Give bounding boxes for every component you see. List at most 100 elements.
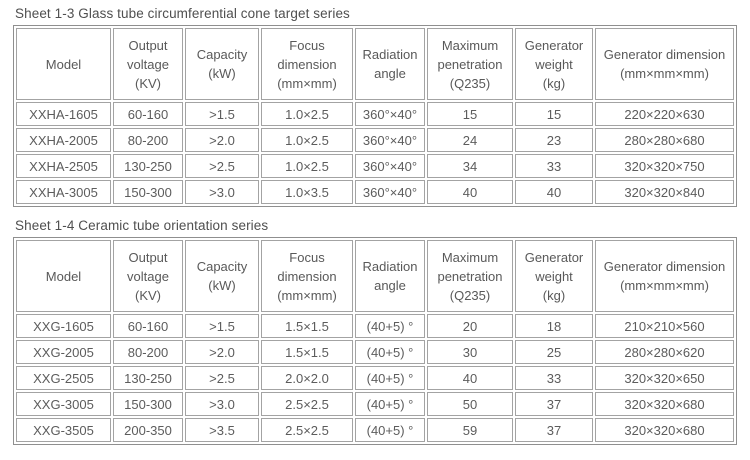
table-cell: XXHA-2505 bbox=[16, 154, 111, 178]
table-cell: 130-250 bbox=[113, 154, 183, 178]
header-row: Model Output voltage (KV) Capacity (kW) Focus d… bbox=[16, 240, 734, 312]
ceramic-tube-series-table: Model Output voltage (KV) Capacity (kW) Focus d… bbox=[13, 237, 737, 445]
table-cell: 24 bbox=[427, 128, 513, 152]
column-header: Model bbox=[16, 28, 111, 100]
table-cell: 1.0×2.5 bbox=[261, 102, 353, 126]
table-cell: 220×220×630 bbox=[595, 102, 734, 126]
table-cell: >3.5 bbox=[185, 418, 259, 442]
table-cell: 33 bbox=[515, 154, 593, 178]
table-cell: 320×320×680 bbox=[595, 392, 734, 416]
table-cell: 1.5×1.5 bbox=[261, 314, 353, 338]
table-row: XXHA-2505 130-250 >2.5 1.0×2.5 360°×40° 34 33 3… bbox=[16, 154, 734, 178]
column-header: Generator dimension (mm×mm×mm) bbox=[595, 28, 734, 100]
table-cell: 59 bbox=[427, 418, 513, 442]
table-row: XXG-2505 130-250 >2.5 2.0×2.0 (40+5) ° 40 33 32… bbox=[16, 366, 734, 390]
table-cell: 360°×40° bbox=[355, 154, 425, 178]
table-cell: (40+5) ° bbox=[355, 418, 425, 442]
column-header: Maximum penetration (Q235) bbox=[427, 240, 513, 312]
table-cell: 80-200 bbox=[113, 340, 183, 364]
table-row: XXG-1605 60-160 >1.5 1.5×1.5 (40+5) ° 20 18 210… bbox=[16, 314, 734, 338]
table-cell: >2.5 bbox=[185, 366, 259, 390]
table-cell: 2.5×2.5 bbox=[261, 392, 353, 416]
table-cell: (40+5) ° bbox=[355, 340, 425, 364]
table-cell: 360°×40° bbox=[355, 128, 425, 152]
sheet-1-3-title: Sheet 1-3 Glass tube circumferential con… bbox=[15, 6, 350, 21]
table-cell: >1.5 bbox=[185, 314, 259, 338]
table-cell: >2.5 bbox=[185, 154, 259, 178]
table-row: XXHA-2005 80-200 >2.0 1.0×2.5 360°×40° 24 23 28… bbox=[16, 128, 734, 152]
column-header: Radiation angle bbox=[355, 240, 425, 312]
table-cell: 23 bbox=[515, 128, 593, 152]
table-cell: 2.5×2.5 bbox=[261, 418, 353, 442]
table-cell: 40 bbox=[427, 180, 513, 204]
table-row: XXHA-1605 60-160 >1.5 1.0×2.5 360°×40° 15 15 22… bbox=[16, 102, 734, 126]
table-row: XXG-2005 80-200 >2.0 1.5×1.5 (40+5) ° 30 25 280… bbox=[16, 340, 734, 364]
column-header: Generator weight (kg) bbox=[515, 28, 593, 100]
header-row: Model Output voltage (KV) Capacity (kW) Focus d… bbox=[16, 28, 734, 100]
table-cell: 15 bbox=[427, 102, 513, 126]
table-cell: 320×320×840 bbox=[595, 180, 734, 204]
table-cell: XXG-2005 bbox=[16, 340, 111, 364]
table-cell: >3.0 bbox=[185, 392, 259, 416]
column-header: Model bbox=[16, 240, 111, 312]
table-cell: XXG-2505 bbox=[16, 366, 111, 390]
table-cell: 1.0×2.5 bbox=[261, 154, 353, 178]
table-cell: >2.0 bbox=[185, 128, 259, 152]
table-cell: 1.0×3.5 bbox=[261, 180, 353, 204]
table-cell: 60-160 bbox=[113, 314, 183, 338]
table-cell: 130-250 bbox=[113, 366, 183, 390]
table-cell: 18 bbox=[515, 314, 593, 338]
table-row: XXHA-3005 150-300 >3.0 1.0×3.5 360°×40° 40 40 3… bbox=[16, 180, 734, 204]
column-header: Capacity (kW) bbox=[185, 240, 259, 312]
table-cell: 50 bbox=[427, 392, 513, 416]
column-header: Output voltage (KV) bbox=[113, 240, 183, 312]
table-cell: 360°×40° bbox=[355, 102, 425, 126]
table-cell: 280×280×620 bbox=[595, 340, 734, 364]
table-cell: 1.5×1.5 bbox=[261, 340, 353, 364]
table-cell: 150-300 bbox=[113, 180, 183, 204]
table-cell: XXHA-2005 bbox=[16, 128, 111, 152]
table-row: XXG-3505 200-350 >3.5 2.5×2.5 (40+5) ° 59 37 32… bbox=[16, 418, 734, 442]
table-cell: 80-200 bbox=[113, 128, 183, 152]
table-cell: 33 bbox=[515, 366, 593, 390]
table-cell: 320×320×680 bbox=[595, 418, 734, 442]
table-cell: XXG-1605 bbox=[16, 314, 111, 338]
spec-sheet-page: Sheet 1-3 Glass tube circumferential con… bbox=[13, 6, 738, 445]
glass-tube-series-table: Model Output voltage (KV) Capacity (kW) Focus d… bbox=[13, 25, 737, 207]
table-row: XXG-3005 150-300 >3.0 2.5×2.5 (40+5) ° 50 37 32… bbox=[16, 392, 734, 416]
table-cell: XXG-3505 bbox=[16, 418, 111, 442]
table-cell: >1.5 bbox=[185, 102, 259, 126]
table-cell: 2.0×2.0 bbox=[261, 366, 353, 390]
table-cell: 150-300 bbox=[113, 392, 183, 416]
table-cell: 25 bbox=[515, 340, 593, 364]
table-cell: 320×320×750 bbox=[595, 154, 734, 178]
sheet-1-4-title: Sheet 1-4 Ceramic tube orientation serie… bbox=[15, 218, 269, 233]
table-cell: 37 bbox=[515, 392, 593, 416]
column-header: Focus dimension (mm×mm) bbox=[261, 28, 353, 100]
table-cell: 15 bbox=[515, 102, 593, 126]
table-cell: 40 bbox=[427, 366, 513, 390]
table-cell: 360°×40° bbox=[355, 180, 425, 204]
column-header: Generator dimension (mm×mm×mm) bbox=[595, 240, 734, 312]
table-cell: XXG-3005 bbox=[16, 392, 111, 416]
column-header: Maximum penetration (Q235) bbox=[427, 28, 513, 100]
table-cell: >3.0 bbox=[185, 180, 259, 204]
table-cell: 30 bbox=[427, 340, 513, 364]
column-header: Focus dimension (mm×mm) bbox=[261, 240, 353, 312]
column-header: Capacity (kW) bbox=[185, 28, 259, 100]
table-cell: 60-160 bbox=[113, 102, 183, 126]
table-cell: 320×320×650 bbox=[595, 366, 734, 390]
ceramic-tube-series-section: Sheet 1-4 Ceramic tube orientation serie… bbox=[13, 218, 738, 445]
table-cell: 280×280×680 bbox=[595, 128, 734, 152]
table-cell: 200-350 bbox=[113, 418, 183, 442]
glass-tube-series-section: Sheet 1-3 Glass tube circumferential con… bbox=[13, 6, 738, 207]
table-cell: 1.0×2.5 bbox=[261, 128, 353, 152]
table-cell: 34 bbox=[427, 154, 513, 178]
table-cell: XXHA-1605 bbox=[16, 102, 111, 126]
table-cell: 20 bbox=[427, 314, 513, 338]
table-cell: XXHA-3005 bbox=[16, 180, 111, 204]
table-cell: >2.0 bbox=[185, 340, 259, 364]
table-cell: (40+5) ° bbox=[355, 392, 425, 416]
table-cell: 40 bbox=[515, 180, 593, 204]
column-header: Generator weight (kg) bbox=[515, 240, 593, 312]
